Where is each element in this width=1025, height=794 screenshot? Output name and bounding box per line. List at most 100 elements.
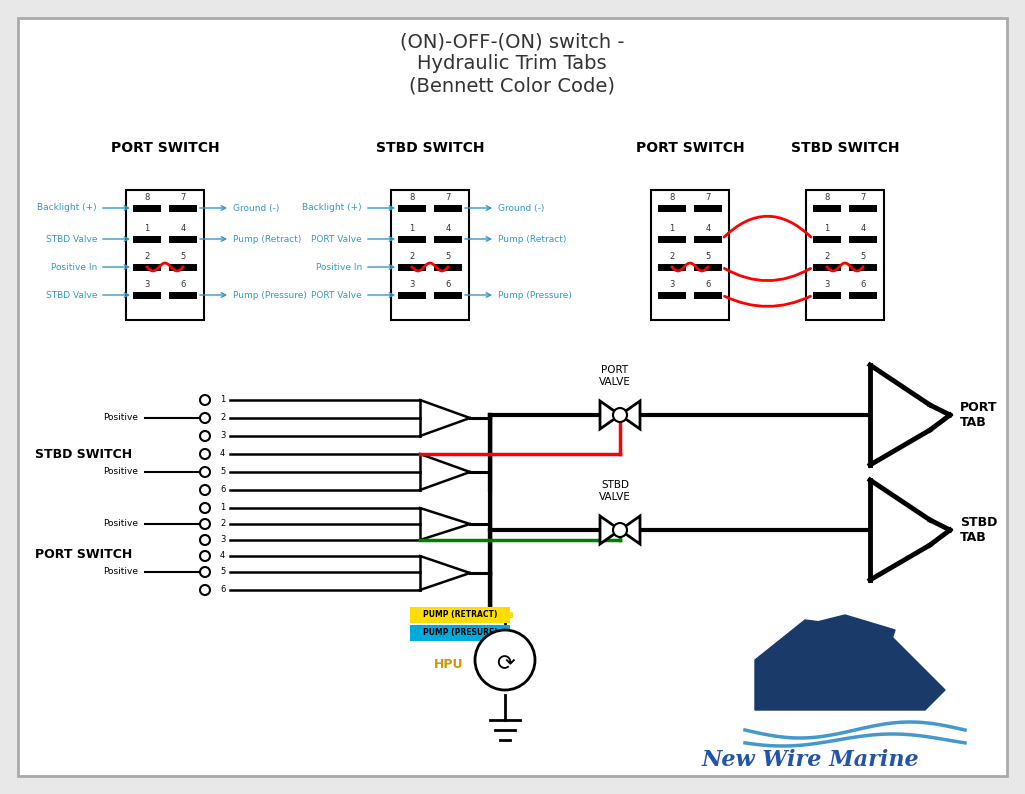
Circle shape [613,523,627,537]
Bar [849,264,877,271]
Bar [849,292,877,299]
Bar [694,205,722,212]
Bar [434,292,462,299]
Polygon shape [755,620,945,710]
Text: PORT
VALVE: PORT VALVE [599,365,631,387]
Text: STBD SWITCH: STBD SWITCH [790,141,899,155]
Bar [398,292,426,299]
Text: Backlight (+): Backlight (+) [37,203,97,213]
Circle shape [200,467,210,477]
Text: STBD SWITCH: STBD SWITCH [35,449,132,461]
Text: STBD
VALVE: STBD VALVE [599,480,631,502]
Text: 5: 5 [705,252,710,261]
Bar [410,625,510,641]
Text: ⟳: ⟳ [496,654,515,674]
Text: 5: 5 [220,568,226,576]
Text: Pump (Retract): Pump (Retract) [233,234,301,244]
Text: 8: 8 [824,193,829,202]
Text: 3: 3 [409,280,415,289]
Text: PORT SWITCH: PORT SWITCH [111,141,219,155]
Text: 8: 8 [409,193,415,202]
Circle shape [200,395,210,405]
Text: 5: 5 [446,252,451,261]
Bar [391,190,469,320]
Bar [434,236,462,243]
Text: PORT
TAB: PORT TAB [960,401,997,429]
Text: 7: 7 [180,193,186,202]
Text: 2: 2 [145,252,150,261]
Bar [813,205,840,212]
Bar [410,607,510,623]
Text: 1: 1 [145,224,150,233]
Bar [169,205,197,212]
Bar [658,205,686,212]
Text: 5: 5 [220,468,226,476]
Circle shape [200,503,210,513]
Polygon shape [805,615,895,660]
Circle shape [200,551,210,561]
Text: 1: 1 [220,395,226,404]
Text: Positive In: Positive In [51,263,97,272]
Bar [694,292,722,299]
Text: 6: 6 [860,280,866,289]
Text: Positive: Positive [102,414,138,422]
Bar [398,205,426,212]
Bar [169,236,197,243]
Polygon shape [620,401,640,429]
Text: PORT Valve: PORT Valve [312,234,362,244]
Bar [651,190,729,320]
Text: 2: 2 [669,252,674,261]
Circle shape [475,630,535,690]
Bar [806,190,884,320]
Bar [434,205,462,212]
Text: 3: 3 [220,535,226,545]
Circle shape [200,585,210,595]
Text: 1: 1 [669,224,674,233]
FancyArrowPatch shape [725,296,811,306]
Text: PUMP (RETRACT): PUMP (RETRACT) [422,611,497,619]
Bar [133,264,161,271]
Circle shape [200,413,210,423]
Text: 2: 2 [220,519,226,529]
Text: 8: 8 [145,193,150,202]
Circle shape [200,431,210,441]
Text: 2: 2 [824,252,829,261]
Text: 5: 5 [860,252,866,261]
Text: 4: 4 [220,552,226,561]
Circle shape [200,485,210,495]
Text: Ground (-): Ground (-) [233,203,280,213]
Text: 8: 8 [669,193,674,202]
Bar [658,264,686,271]
Text: 2: 2 [220,414,226,422]
Text: Pump (Retract): Pump (Retract) [498,234,567,244]
Text: 6: 6 [220,585,226,595]
Text: 4: 4 [705,224,710,233]
Bar [126,190,204,320]
Text: 1: 1 [824,224,829,233]
Text: 1: 1 [220,503,226,512]
Text: 6: 6 [445,280,451,289]
Text: STBD SWITCH: STBD SWITCH [376,141,484,155]
Text: 5: 5 [180,252,186,261]
Circle shape [200,535,210,545]
Bar [133,236,161,243]
Bar [169,292,197,299]
Bar [133,205,161,212]
Text: Pump (Pressure): Pump (Pressure) [233,291,306,299]
Text: 3: 3 [145,280,150,289]
Text: 7: 7 [705,193,710,202]
Bar [849,236,877,243]
Bar [813,264,840,271]
FancyArrowPatch shape [725,268,811,280]
Text: 4: 4 [860,224,866,233]
Text: 6: 6 [220,485,226,495]
Bar [169,264,197,271]
Text: PORT SWITCH: PORT SWITCH [35,549,132,561]
FancyArrowPatch shape [724,216,811,237]
Text: PORT SWITCH: PORT SWITCH [636,141,744,155]
Text: 4: 4 [446,224,451,233]
Text: STBD Valve: STBD Valve [45,234,97,244]
Text: 4: 4 [180,224,186,233]
Text: 3: 3 [669,280,674,289]
Text: 7: 7 [445,193,451,202]
